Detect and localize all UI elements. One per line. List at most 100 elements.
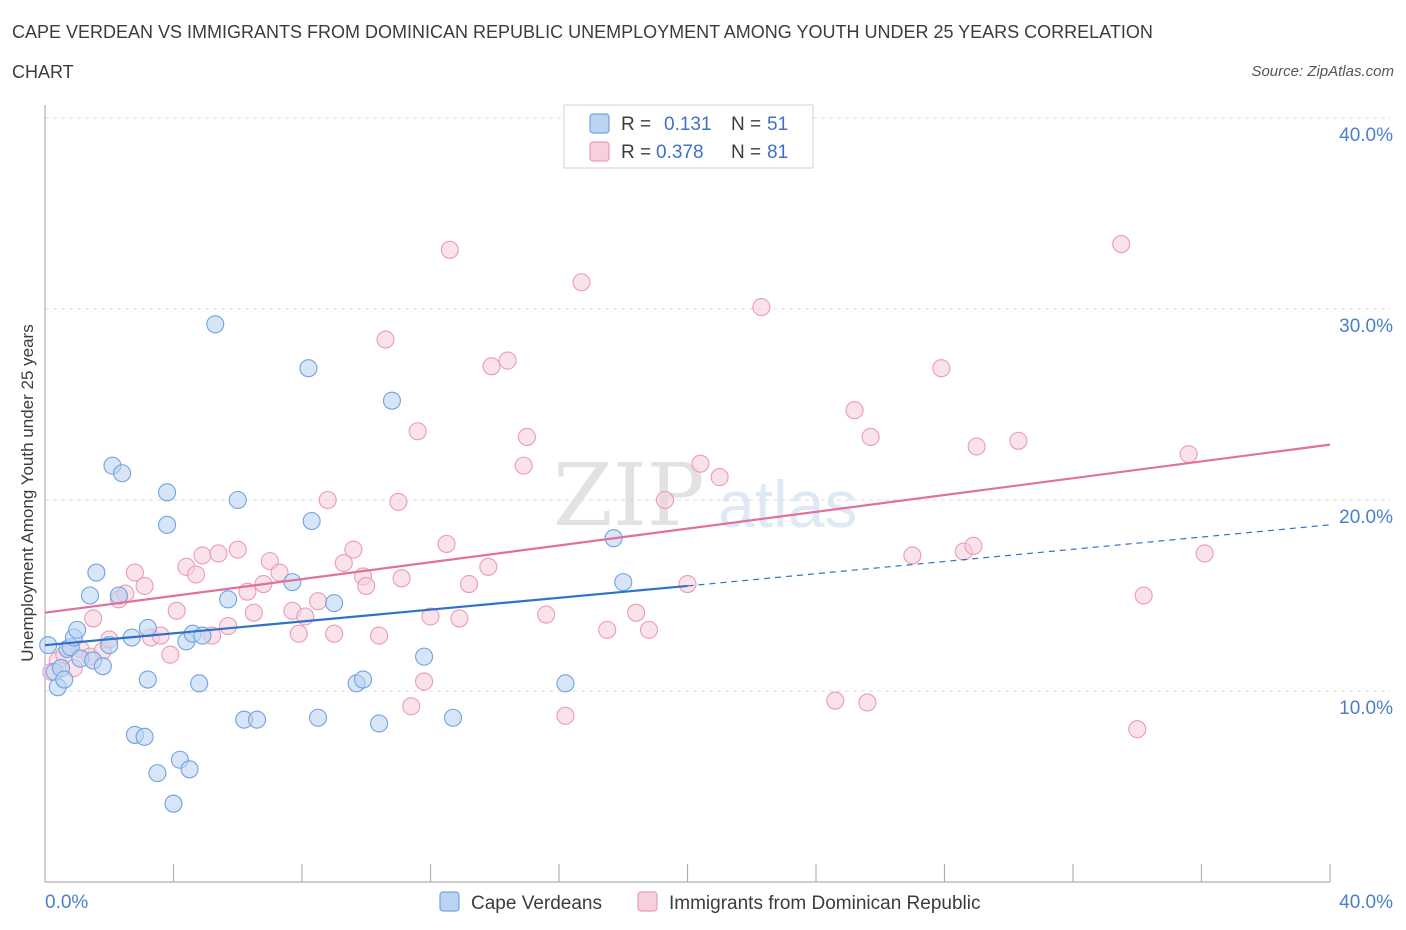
data-point	[861, 427, 880, 447]
scatter-points	[39, 235, 1214, 813]
data-point	[415, 647, 434, 666]
data-point	[84, 609, 103, 628]
legend-swatch-cape-verdeans	[589, 113, 610, 134]
data-point	[370, 714, 389, 733]
data-point	[309, 708, 328, 727]
data-point	[443, 708, 463, 727]
y-tick-label: 40.0%	[1339, 125, 1393, 146]
data-point	[334, 553, 353, 573]
data-point	[1009, 431, 1028, 450]
data-point	[228, 540, 247, 559]
data-point	[193, 546, 212, 565]
data-point	[138, 618, 157, 638]
data-point	[408, 422, 427, 441]
data-point	[325, 594, 344, 613]
data-point	[93, 657, 112, 676]
legend-bottom-swatch-cape-verdeans	[439, 891, 460, 912]
data-point	[318, 490, 337, 510]
data-point	[325, 624, 344, 643]
data-point	[845, 401, 864, 420]
legend-r-label-1: R =	[621, 114, 651, 135]
data-point	[244, 603, 263, 622]
data-point	[556, 706, 575, 725]
legend-n-value-1: 51	[767, 114, 788, 135]
data-point	[556, 674, 575, 693]
data-point	[219, 617, 238, 636]
data-point	[206, 315, 225, 334]
chart-title-line-2: CHART	[12, 62, 74, 82]
data-point	[858, 693, 877, 712]
data-point	[392, 569, 411, 588]
data-point	[370, 626, 389, 645]
data-point	[598, 620, 617, 639]
data-point	[402, 697, 421, 716]
data-point	[148, 764, 167, 783]
legend-n-label-1: N =	[731, 114, 761, 135]
data-point	[190, 674, 209, 693]
legend-r-label-2: R =	[621, 142, 651, 163]
data-point	[167, 601, 186, 620]
gridlines	[45, 117, 1390, 692]
chart-title-line-1: CAPE VERDEAN VS IMMIGRANTS FROM DOMINICA…	[12, 22, 1153, 42]
data-point	[376, 330, 395, 349]
y-tick-label: 10.0%	[1339, 698, 1393, 719]
data-point	[627, 603, 646, 622]
data-point	[903, 546, 922, 565]
data-point	[479, 557, 498, 576]
data-point	[614, 573, 633, 592]
data-point	[125, 563, 144, 582]
data-point	[180, 760, 199, 779]
data-point	[514, 456, 533, 475]
trend-lines	[44, 443, 1331, 647]
x-tick-labels: 0.0% 40.0%	[45, 892, 1393, 913]
data-point	[135, 727, 154, 746]
data-point	[1112, 235, 1131, 254]
data-point	[498, 351, 517, 370]
data-point	[87, 563, 106, 582]
legend-swatch-dominican	[589, 141, 610, 162]
data-point	[138, 670, 157, 689]
data-point	[517, 427, 536, 447]
data-point	[421, 607, 440, 626]
chart-source: Source: ZipAtlas.com	[1251, 63, 1394, 80]
data-point	[219, 590, 238, 609]
data-point	[967, 437, 986, 456]
y-tick-label: 20.0%	[1339, 507, 1393, 528]
legend-top: R = 0.131 N = 51 R = 0.378 N = 81	[563, 104, 814, 169]
data-point	[158, 515, 177, 534]
watermark-atlas: atlas	[718, 467, 857, 541]
data-point	[247, 710, 267, 729]
data-point	[537, 605, 556, 624]
data-point	[459, 574, 479, 594]
trend-line-cape-verdeans	[44, 584, 688, 647]
data-point	[113, 464, 132, 483]
data-point	[482, 357, 501, 376]
trend-line-dominican-republic	[44, 443, 1331, 614]
legend-r-value-1: 0.131	[664, 114, 712, 135]
data-point	[752, 298, 771, 317]
watermark: ZIP atlas	[553, 446, 857, 546]
data-point	[161, 645, 180, 664]
data-point	[309, 592, 328, 611]
legend-n-label-2: N =	[731, 142, 761, 163]
data-point	[55, 670, 74, 689]
x-tick-label: 0.0%	[45, 892, 88, 913]
data-point	[691, 454, 710, 473]
x-tick-label: 40.0%	[1339, 892, 1393, 913]
data-point	[382, 391, 402, 410]
y-tick-label: 30.0%	[1339, 316, 1393, 337]
data-point	[344, 540, 363, 559]
data-point	[450, 609, 469, 628]
watermark-zip: ZIP	[553, 446, 705, 546]
data-point	[389, 492, 408, 511]
data-point	[135, 576, 154, 596]
data-point	[826, 691, 845, 710]
y-axis-label: Unemployment Among Youth under 25 years	[18, 324, 37, 661]
data-point	[964, 536, 983, 555]
data-point	[228, 490, 247, 510]
data-point	[357, 576, 376, 596]
data-point	[639, 620, 659, 639]
data-point	[68, 620, 87, 639]
data-point	[80, 586, 100, 605]
